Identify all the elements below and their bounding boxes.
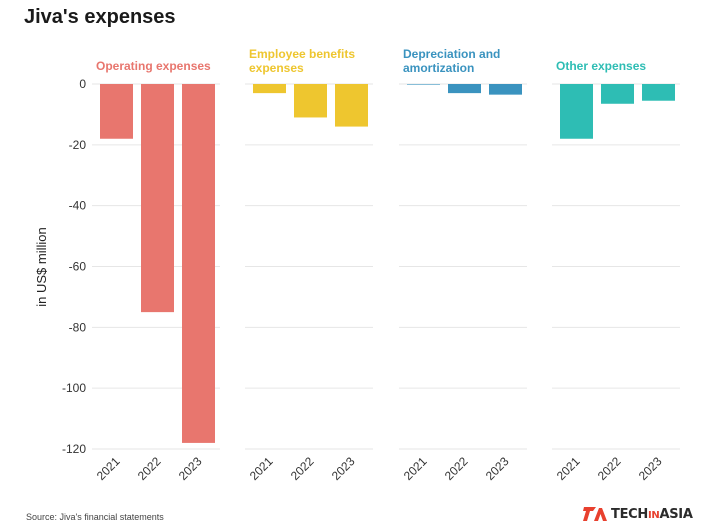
chart-title: Jiva's expenses: [24, 6, 176, 28]
bar-2023: [182, 84, 215, 443]
x-tick-label: 2021: [247, 454, 276, 483]
source-note: Source: Jiva's financial statements: [26, 512, 164, 522]
x-tick-label: 2023: [636, 454, 665, 483]
logo-part-in: IN: [647, 509, 660, 521]
x-tick-label: 2021: [554, 454, 583, 483]
techinasia-logo: TECHINASIA: [583, 505, 693, 523]
panel-label: expenses: [249, 61, 304, 75]
y-axis-title: in US$ million: [34, 227, 49, 306]
panel-label: Employee benefits: [249, 47, 355, 61]
bar-2022: [601, 84, 634, 104]
bar-2021: [253, 84, 286, 94]
y-tick-label: 0: [79, 77, 86, 91]
bar-2023: [642, 84, 675, 101]
y-tick-label: -120: [62, 442, 86, 456]
x-tick-label: 2023: [329, 454, 358, 483]
x-tick-label: 2023: [176, 454, 205, 483]
techinasia-logo-text: TECHINASIA: [611, 507, 693, 522]
bar-2021: [407, 84, 440, 85]
logo-part-tech: TECH: [611, 506, 648, 522]
y-tick-label: -80: [69, 320, 87, 334]
bar-2023: [489, 84, 522, 95]
panel-label: Operating expenses: [96, 59, 211, 73]
panel-label: Depreciation and: [403, 47, 500, 61]
x-tick-label: 2021: [94, 454, 123, 483]
x-tick-label: 2022: [288, 454, 317, 483]
x-tick-label: 2022: [442, 454, 471, 483]
y-tick-label: -100: [62, 381, 86, 395]
panel-label: amortization: [403, 61, 474, 75]
bar-2022: [141, 84, 174, 313]
bar-2022: [448, 84, 481, 94]
logo-part-asia: ASIA: [659, 506, 693, 522]
bar-2021: [100, 84, 133, 139]
y-tick-label: -20: [69, 138, 87, 152]
y-tick-label: -60: [69, 260, 87, 274]
bar-2021: [560, 84, 593, 139]
x-tick-label: 2022: [135, 454, 164, 483]
panel-label: Other expenses: [556, 59, 646, 73]
bar-2023: [335, 84, 368, 127]
bar-2022: [294, 84, 327, 118]
techinasia-logo-icon: [583, 507, 607, 521]
x-tick-label: 2023: [483, 454, 512, 483]
x-tick-label: 2021: [401, 454, 430, 483]
x-tick-label: 2022: [595, 454, 624, 483]
y-tick-label: -40: [69, 199, 87, 213]
